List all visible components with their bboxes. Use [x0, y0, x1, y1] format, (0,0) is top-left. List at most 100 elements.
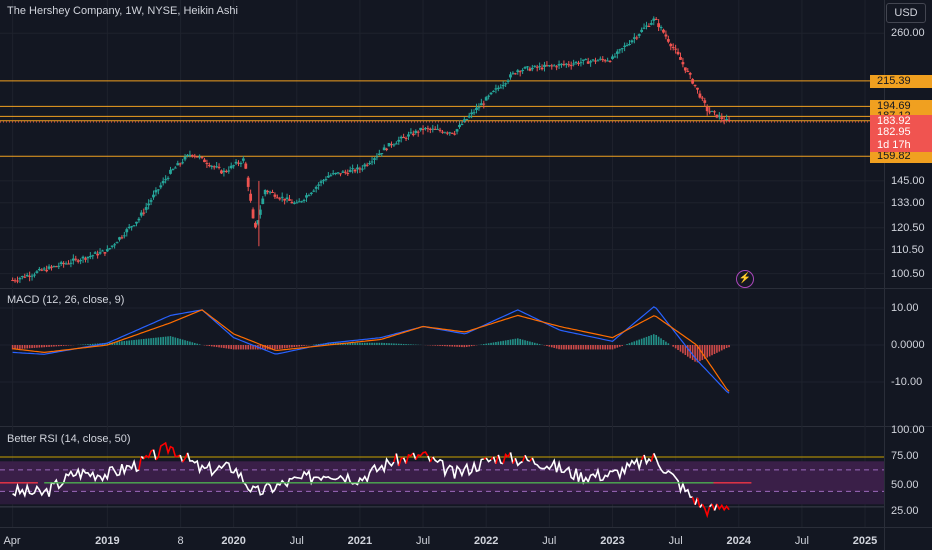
candle-body	[433, 128, 437, 130]
candle-body	[608, 60, 612, 62]
candle-body	[533, 65, 537, 67]
candle-body	[652, 18, 656, 21]
candle-body	[280, 196, 284, 198]
candle-body	[360, 168, 364, 170]
candle-body	[59, 262, 63, 265]
candle-body	[606, 60, 610, 62]
candle-body	[628, 44, 631, 46]
candle-body	[227, 170, 231, 172]
candle-body	[441, 131, 444, 133]
rsi-line	[483, 457, 487, 460]
candle-body	[550, 65, 554, 67]
candle-body	[346, 173, 350, 175]
candle-body	[45, 269, 49, 272]
price-tick-label: 260.00	[891, 27, 925, 40]
candle-body	[166, 177, 170, 179]
candle-body	[445, 132, 449, 134]
currency-button[interactable]: USD	[886, 3, 926, 23]
candle-body	[380, 153, 384, 155]
candle-body	[368, 163, 372, 165]
rsi-line	[179, 454, 184, 463]
candle-body	[669, 43, 673, 47]
candle-body	[613, 56, 617, 58]
candle-body	[81, 256, 85, 259]
candle-body	[57, 265, 61, 267]
candle-body	[207, 165, 211, 167]
candle-body	[373, 158, 376, 160]
candle-body	[569, 65, 573, 67]
candle-body	[76, 260, 80, 262]
candle-body	[108, 248, 112, 250]
candle-body	[217, 166, 221, 168]
candle-body	[623, 45, 627, 47]
rsi-line	[531, 457, 643, 485]
candle-body	[144, 207, 148, 210]
candle-body	[581, 59, 585, 61]
candle-body	[715, 114, 719, 118]
candle-body	[591, 59, 595, 61]
candle-body	[385, 148, 389, 150]
candle-body	[64, 263, 68, 265]
candle-body	[603, 60, 607, 62]
last-price-label: 182.95	[877, 126, 911, 138]
candle-body	[110, 245, 114, 247]
candle-body	[173, 167, 177, 169]
candle-body	[640, 29, 644, 32]
time-tick-label: Jul	[668, 535, 683, 547]
candle-body	[703, 100, 707, 103]
candle-body	[161, 180, 165, 184]
rsi-line	[650, 453, 655, 462]
candle-body	[523, 67, 527, 69]
candle-body	[309, 192, 313, 194]
candle-body	[339, 173, 342, 175]
lightning-icon[interactable]: ⚡	[736, 270, 754, 288]
candle-body	[254, 222, 257, 228]
candle-body	[530, 67, 534, 70]
candle-body	[139, 212, 143, 216]
candle-body	[74, 258, 78, 260]
candle-body	[438, 129, 442, 131]
candle-body	[263, 189, 267, 195]
candle-body	[601, 59, 605, 61]
candle-body	[176, 163, 180, 166]
time-tick-label: Jul	[542, 535, 557, 547]
candle-body	[33, 274, 36, 276]
candle-body	[69, 262, 73, 264]
candle-body	[334, 173, 338, 175]
price-tick-label: 145.00	[891, 174, 925, 187]
candle-body	[620, 48, 624, 50]
candle-body	[266, 190, 270, 192]
candle-body	[120, 237, 124, 239]
rsi-label[interactable]: Better RSI (14, close, 50)	[7, 433, 131, 445]
candle-body	[331, 173, 335, 175]
candle-body	[181, 162, 185, 164]
time-tick-label: Jul	[794, 535, 809, 547]
candle-body	[426, 128, 430, 130]
candle-body	[54, 266, 58, 268]
candle-body	[618, 49, 622, 51]
candle-body	[312, 190, 316, 192]
macd-label[interactable]: MACD (12, 26, close, 9)	[7, 294, 125, 306]
rsi-line	[405, 452, 414, 464]
candle-body	[545, 65, 549, 67]
candle-body	[436, 128, 440, 130]
candle-body	[596, 60, 600, 62]
candle-body	[322, 180, 325, 182]
candle-body	[329, 175, 333, 177]
candle-body	[113, 244, 117, 246]
candle-body	[720, 117, 724, 120]
candle-body	[290, 202, 294, 204]
macd-tick-label: -10.00	[891, 376, 923, 388]
candle-body	[574, 62, 578, 64]
candle-body	[659, 27, 663, 29]
candle-body	[526, 66, 529, 68]
rsi-tick-label: 100.00	[891, 424, 925, 436]
candle-body	[708, 111, 712, 113]
candle-body	[674, 48, 678, 50]
candle-body	[283, 198, 287, 201]
candle-body	[535, 66, 539, 68]
candle-body	[67, 263, 70, 265]
candle-body	[504, 83, 508, 85]
